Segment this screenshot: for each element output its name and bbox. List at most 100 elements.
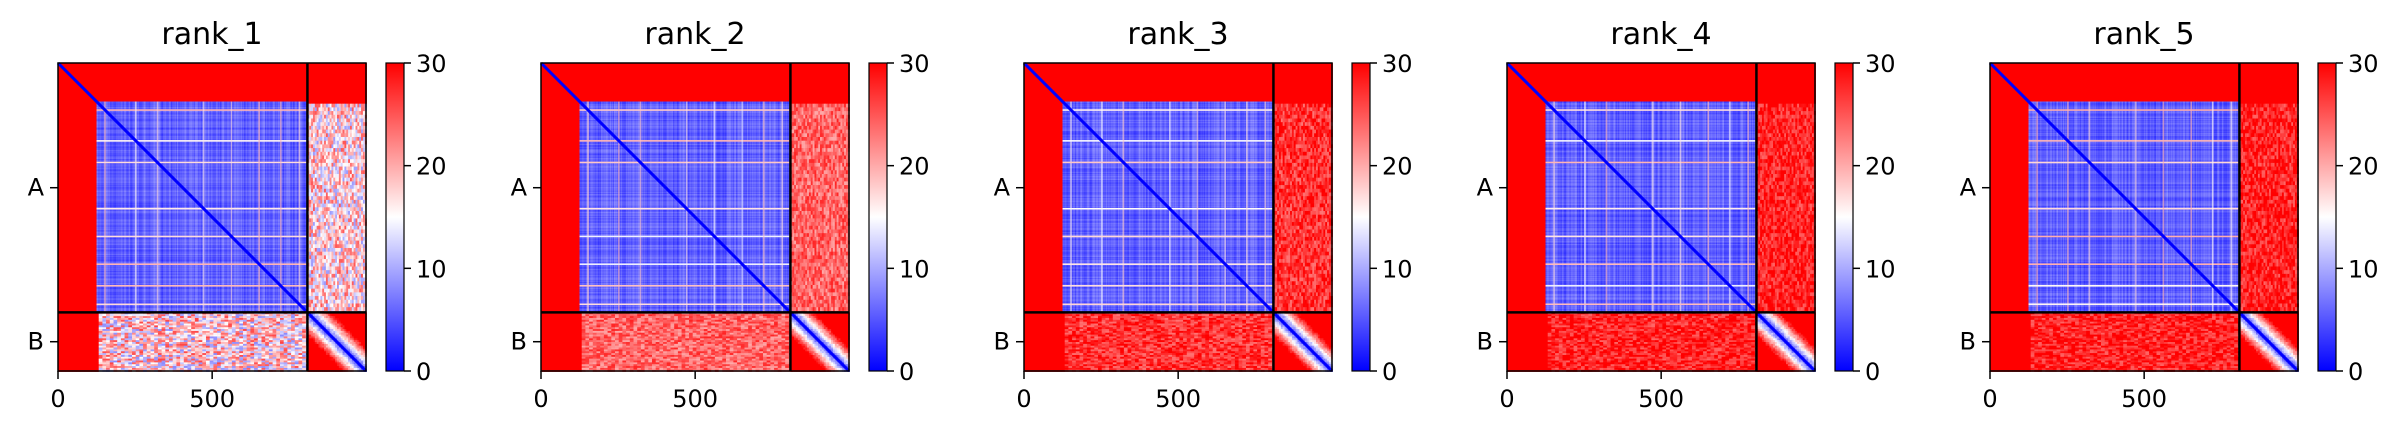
inter-chain-cell (333, 262, 336, 267)
pae-row (96, 193, 308, 195)
inter-chain-cell (335, 103, 338, 108)
chain-b-cell (357, 317, 360, 321)
inter-chain-cell (91, 367, 96, 371)
inter-chain-cell (224, 345, 229, 348)
inter-chain-cell (261, 338, 266, 341)
inter-chain-cell (309, 203, 312, 208)
inter-chain-cell (94, 358, 99, 361)
pae-row (96, 200, 308, 202)
inter-chain-cell (351, 159, 354, 164)
inter-chain-cell (311, 292, 314, 297)
inter-chain-cell (183, 334, 188, 337)
inter-chain-cell (202, 342, 207, 345)
inter-chain-cell (333, 144, 336, 149)
inter-chain-cell (231, 330, 236, 334)
inter-chain-cell (294, 323, 299, 326)
inter-chain-cell (362, 81, 366, 86)
inter-chain-cell (176, 327, 181, 330)
inter-chain-cell (257, 366, 262, 369)
inter-chain-cell (331, 207, 334, 212)
chain-b-cell (346, 317, 349, 321)
inter-chain-cell (209, 336, 214, 339)
inter-chain-cell (287, 360, 292, 363)
inter-chain-cell (276, 317, 281, 321)
inter-chain-cell (351, 307, 354, 312)
pae-col (250, 101, 252, 313)
inter-chain-cell (120, 321, 125, 324)
inter-chain-cell (268, 332, 273, 335)
pae-col (146, 101, 148, 313)
inter-chain-cell (327, 151, 330, 156)
inter-chain-cell (213, 351, 218, 354)
inter-chain-cell (333, 173, 336, 178)
inter-chain-cell (172, 329, 177, 332)
inter-chain-cell (302, 349, 307, 352)
inter-chain-cell (272, 366, 277, 369)
inter-chain-cell (316, 288, 319, 293)
inter-chain-cell (349, 177, 353, 182)
inter-chain-cell (128, 345, 133, 348)
inter-chain-cell (318, 240, 321, 245)
inter-chain-cell (362, 63, 366, 67)
inter-chain-cell (342, 240, 345, 245)
inter-chain-cell (283, 360, 288, 363)
inter-chain-cell (242, 347, 247, 350)
inter-chain-cell (344, 188, 347, 193)
pae-row (96, 182, 308, 184)
inter-chain-cell (291, 347, 296, 350)
inter-chain-cell (320, 199, 323, 204)
inter-chain-cell (109, 347, 114, 350)
inter-chain-cell (217, 334, 222, 337)
inter-chain-cell (294, 316, 299, 319)
inter-chain-cell (87, 364, 92, 367)
inter-chain-cell (312, 151, 316, 156)
inter-chain-cell (324, 159, 327, 164)
inter-chain-cell (279, 338, 284, 341)
inter-chain-cell (312, 144, 316, 149)
inter-chain-cell (346, 173, 349, 178)
pae-row (96, 166, 308, 168)
inter-chain-cell (355, 70, 358, 75)
pae-col (182, 101, 184, 313)
inter-chain-cell (102, 321, 107, 324)
inter-chain-cell (327, 107, 330, 112)
inter-chain-cell (205, 330, 210, 334)
inter-chain-cell (276, 332, 281, 335)
inter-chain-cell (180, 317, 185, 321)
inter-chain-cell (322, 99, 325, 104)
inter-chain-cell (146, 316, 151, 319)
inter-chain-cell (342, 159, 345, 164)
inter-chain-cell (320, 251, 323, 256)
inter-chain-cell (348, 207, 351, 212)
inter-chain-cell (312, 122, 316, 127)
inter-chain-cell (135, 349, 140, 352)
inter-chain-cell (331, 63, 334, 67)
inter-chain-cell (359, 284, 362, 289)
inter-chain-cell (359, 236, 362, 241)
pae-row (96, 156, 308, 158)
inter-chain-cell (344, 218, 347, 223)
inter-chain-cell (154, 329, 159, 332)
inter-chain-cell (157, 345, 162, 348)
inter-chain-cell (213, 332, 218, 335)
inter-chain-cell (312, 270, 316, 275)
inter-chain-cell (357, 222, 360, 227)
pae-col (227, 101, 230, 313)
inter-chain-cell (76, 316, 81, 319)
inter-chain-cell (183, 336, 188, 339)
inter-chain-cell (333, 99, 336, 104)
inter-chain-cell (348, 88, 351, 93)
inter-chain-cell (320, 299, 323, 304)
inter-chain-cell (318, 222, 321, 227)
inter-chain-cell (316, 140, 319, 145)
inter-chain-cell (361, 125, 364, 130)
inter-chain-cell (340, 196, 343, 201)
inter-chain-cell (359, 273, 362, 278)
inter-chain-cell (209, 319, 214, 322)
inter-chain-cell (349, 166, 353, 171)
inter-chain-cell (338, 233, 342, 238)
inter-chain-cell (242, 327, 247, 330)
pae-col (107, 101, 109, 313)
inter-chain-cell (353, 233, 356, 238)
inter-chain-cell (349, 288, 353, 293)
